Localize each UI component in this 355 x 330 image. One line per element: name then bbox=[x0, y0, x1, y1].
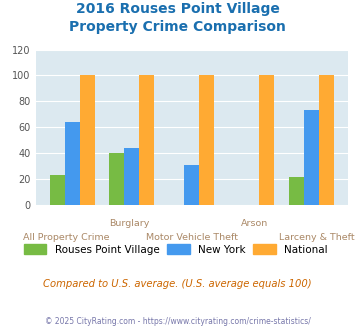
Text: Property Crime Comparison: Property Crime Comparison bbox=[69, 20, 286, 34]
Bar bbox=[80, 75, 94, 205]
Bar bbox=[304, 110, 319, 205]
Bar bbox=[125, 148, 140, 205]
Legend: Rouses Point Village, New York, National: Rouses Point Village, New York, National bbox=[20, 240, 332, 259]
Bar bbox=[109, 153, 125, 205]
Bar bbox=[199, 75, 214, 205]
Bar bbox=[259, 75, 274, 205]
Text: 2016 Rouses Point Village: 2016 Rouses Point Village bbox=[76, 2, 279, 16]
Text: Larceny & Theft: Larceny & Theft bbox=[279, 233, 355, 242]
Text: All Property Crime: All Property Crime bbox=[23, 233, 110, 242]
Bar bbox=[50, 175, 65, 205]
Bar bbox=[140, 75, 154, 205]
Bar bbox=[319, 75, 334, 205]
Text: Compared to U.S. average. (U.S. average equals 100): Compared to U.S. average. (U.S. average … bbox=[43, 279, 312, 289]
Bar bbox=[289, 178, 304, 205]
Bar bbox=[65, 122, 80, 205]
Text: Motor Vehicle Theft: Motor Vehicle Theft bbox=[146, 233, 238, 242]
Text: © 2025 CityRating.com - https://www.cityrating.com/crime-statistics/: © 2025 CityRating.com - https://www.city… bbox=[45, 317, 310, 326]
Text: Arson: Arson bbox=[241, 219, 268, 228]
Text: Burglary: Burglary bbox=[109, 219, 149, 228]
Bar bbox=[184, 165, 199, 205]
